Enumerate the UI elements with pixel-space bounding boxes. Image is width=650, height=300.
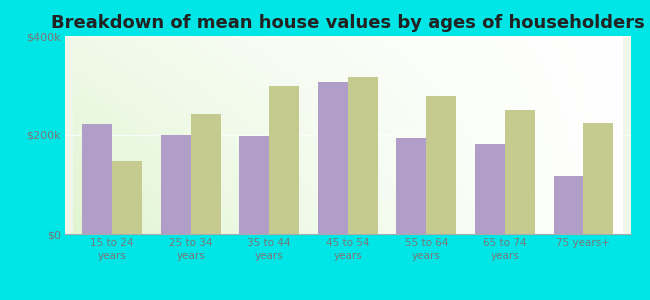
Bar [318, 82, 348, 234]
Bar [396, 139, 426, 234]
Bar [190, 114, 220, 234]
Bar [475, 144, 505, 234]
Bar [161, 135, 190, 234]
Bar [348, 76, 378, 234]
Bar [505, 110, 535, 234]
Bar [554, 176, 584, 234]
Bar [584, 123, 613, 234]
Title: Breakdown of mean house values by ages of householders: Breakdown of mean house values by ages o… [51, 14, 645, 32]
Bar [83, 124, 112, 234]
Bar [112, 161, 142, 234]
Bar [269, 85, 299, 234]
Bar [239, 136, 269, 234]
Bar [426, 96, 456, 234]
